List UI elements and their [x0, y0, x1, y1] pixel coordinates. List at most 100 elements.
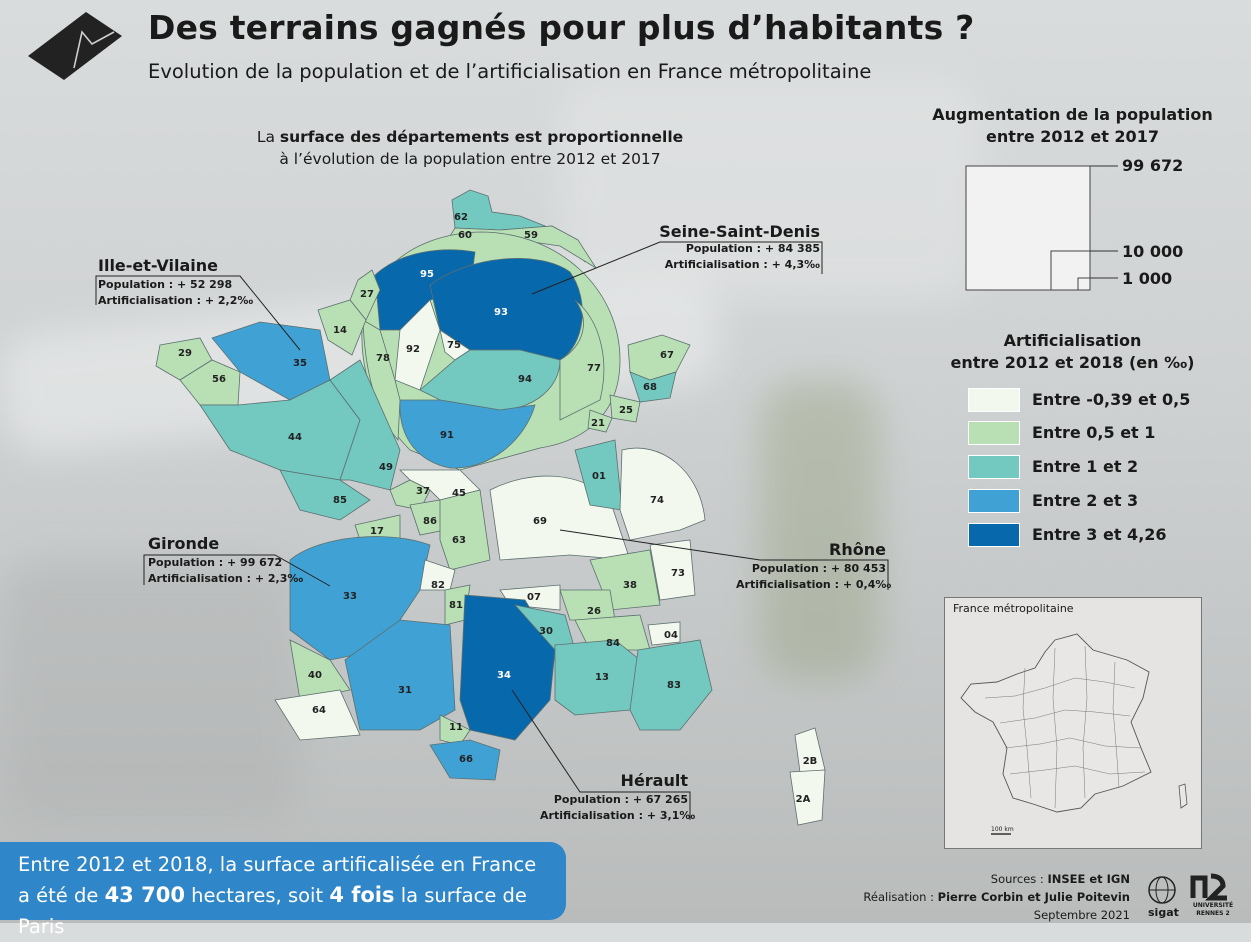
dept-label: 92 [406, 344, 420, 355]
dept-shape [789, 769, 826, 826]
dept-label: 93 [494, 307, 508, 318]
dept-shape [389, 479, 431, 511]
banner-text: hectares, soit [184, 884, 330, 907]
banner-highlight: 43 700 [104, 883, 185, 907]
dept-label: 59 [524, 230, 538, 241]
callout-herault: Hérault Population : + 67 265 Artificial… [540, 771, 696, 824]
leader-line [143, 554, 331, 587]
leader-line [95, 275, 301, 351]
dept-shape [629, 639, 713, 731]
dept-label: 25 [619, 405, 633, 416]
callout-name: Ille-et-Vilaine [98, 256, 218, 275]
univ-logo-text: UNIVERSITÉ RENNES 2 [1190, 902, 1236, 918]
dept-label: 83 [667, 680, 681, 691]
caption-bold: surface des départements est proportionn… [279, 128, 684, 146]
dept-label: 40 [308, 670, 322, 681]
credits-value: Pierre Corbin et Julie Poitevin [937, 890, 1130, 904]
dept-label: 95 [420, 269, 434, 280]
dept-label: 29 [178, 348, 192, 359]
dept-label: 74 [650, 495, 664, 506]
legend-swatch [968, 489, 1020, 513]
callout-population: Population : + 84 385 [685, 242, 820, 255]
dept-label: 86 [423, 516, 437, 527]
dept-label: 60 [458, 230, 472, 241]
dept-label: 30 [539, 626, 553, 637]
dept-label: 85 [333, 495, 347, 506]
dept-label: 27 [360, 289, 374, 300]
univ-logo-icon [1190, 873, 1227, 901]
dept-label: 44 [288, 432, 302, 443]
inset-scale: 100 km [991, 826, 1014, 833]
callout-population: Population : + 80 453 [751, 562, 886, 575]
legend-swatch [968, 421, 1020, 445]
page-subtitle: Evolution de la population et de l’artif… [148, 60, 872, 83]
legend-artif-title: Artificialisation entre 2012 et 2018 (en… [930, 330, 1215, 374]
dept-label: 49 [379, 462, 393, 473]
callout-population: Population : + 99 672 [148, 556, 283, 569]
callout-ille-et-vilaine: Ille-et-Vilaine Population : + 52 298 Ar… [98, 256, 253, 309]
legend-title-line: Augmentation de la population [932, 105, 1213, 124]
dept-shape [317, 299, 367, 356]
dept-label: 07 [527, 592, 541, 603]
dept-label: 33 [343, 591, 357, 602]
dept-label: 66 [459, 754, 473, 765]
legend-title-line: entre 2012 et 2017 [986, 127, 1159, 146]
leader-line [511, 689, 691, 820]
dept-shape [179, 359, 241, 406]
caption-line2: à l’évolution de la population entre 201… [279, 150, 661, 168]
leader-line [531, 241, 823, 295]
univ-line2: RENNES 2 [1196, 910, 1230, 917]
callout-gironde: Gironde Population : + 99 672 Artificial… [148, 534, 303, 587]
dept-label: 04 [664, 630, 678, 641]
credits-value: INSEE et IGN [1047, 872, 1130, 886]
dept-shape [274, 689, 361, 741]
legend-square-label: 99 672 [1122, 156, 1184, 175]
legend-title-line: entre 2012 et 2018 (en ‰) [950, 353, 1195, 372]
map-labels: 62 60 59 27 14 95 93 92 75 78 94 77 67 6… [178, 212, 817, 805]
dept-label: 37 [416, 486, 430, 497]
dept-label: 14 [333, 325, 347, 336]
legend-population-title: Augmentation de la population entre 2012… [930, 104, 1215, 148]
credits-label: Réalisation : [863, 890, 938, 904]
map-caption: La surface des départements est proporti… [220, 126, 720, 170]
inset-map: France métropolitaine 100 km [944, 597, 1202, 849]
banner-highlight: 4 fois [329, 883, 395, 907]
dept-label: 45 [452, 488, 466, 499]
dept-shape [329, 359, 401, 491]
dept-shape [279, 469, 371, 521]
callout-name: Rhône [829, 540, 886, 559]
credits: Sources : INSEE et IGN Réalisation : Pie… [863, 870, 1130, 924]
logo-icon [28, 12, 122, 80]
callout-population: Population : + 52 298 [98, 278, 233, 291]
dept-shape [609, 394, 641, 423]
dept-label: 64 [312, 705, 326, 716]
leader-line [559, 529, 889, 590]
dept-shape [394, 299, 441, 391]
background-shape [560, 80, 980, 300]
banner-text: a été de [18, 884, 105, 907]
dept-label: 91 [440, 430, 454, 441]
dept-label: 26 [587, 606, 601, 617]
callout-name: Seine-Saint-Denis [659, 222, 820, 241]
callout-artif: Artificialisation : + 2,2‰ [98, 294, 254, 307]
dept-shape [399, 399, 536, 469]
callout-population: Population : + 67 265 [553, 793, 688, 806]
dept-shape [649, 539, 696, 601]
dept-shape [439, 489, 491, 571]
banner-line1: Entre 2012 et 2018, la surface artifical… [18, 853, 537, 876]
dept-label: 62 [454, 212, 468, 223]
dept-label: 31 [398, 685, 412, 696]
sigat-logo-icon [1148, 876, 1176, 904]
dept-label: 75 [447, 340, 461, 351]
cartogram-map: 62 60 59 27 14 95 93 92 75 78 94 77 67 6… [95, 189, 889, 826]
background-shape [760, 380, 880, 680]
dept-label: 63 [452, 535, 466, 546]
callout-rhone: Rhône Population : + 80 453 Artificialis… [736, 540, 891, 593]
credits-realisation: Réalisation : Pierre Corbin et Julie Poi… [863, 888, 1130, 906]
dept-label: 69 [533, 516, 547, 527]
dept-label: 35 [293, 358, 307, 369]
dept-label: 94 [518, 374, 532, 385]
callout-artif: Artificialisation : + 3,1‰ [540, 809, 696, 822]
dept-label: 34 [497, 670, 511, 681]
inset-title: France métropolitaine [953, 602, 1074, 615]
